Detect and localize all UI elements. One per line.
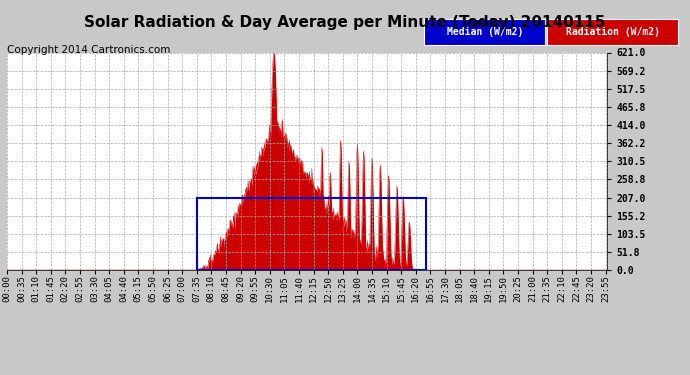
Bar: [197, 198, 426, 270]
Text: Copyright 2014 Cartronics.com: Copyright 2014 Cartronics.com: [7, 45, 170, 55]
Text: Radiation (W/m2): Radiation (W/m2): [566, 27, 660, 37]
Text: Solar Radiation & Day Average per Minute (Today) 20140115: Solar Radiation & Day Average per Minute…: [84, 15, 606, 30]
Text: Median (W/m2): Median (W/m2): [446, 27, 523, 37]
